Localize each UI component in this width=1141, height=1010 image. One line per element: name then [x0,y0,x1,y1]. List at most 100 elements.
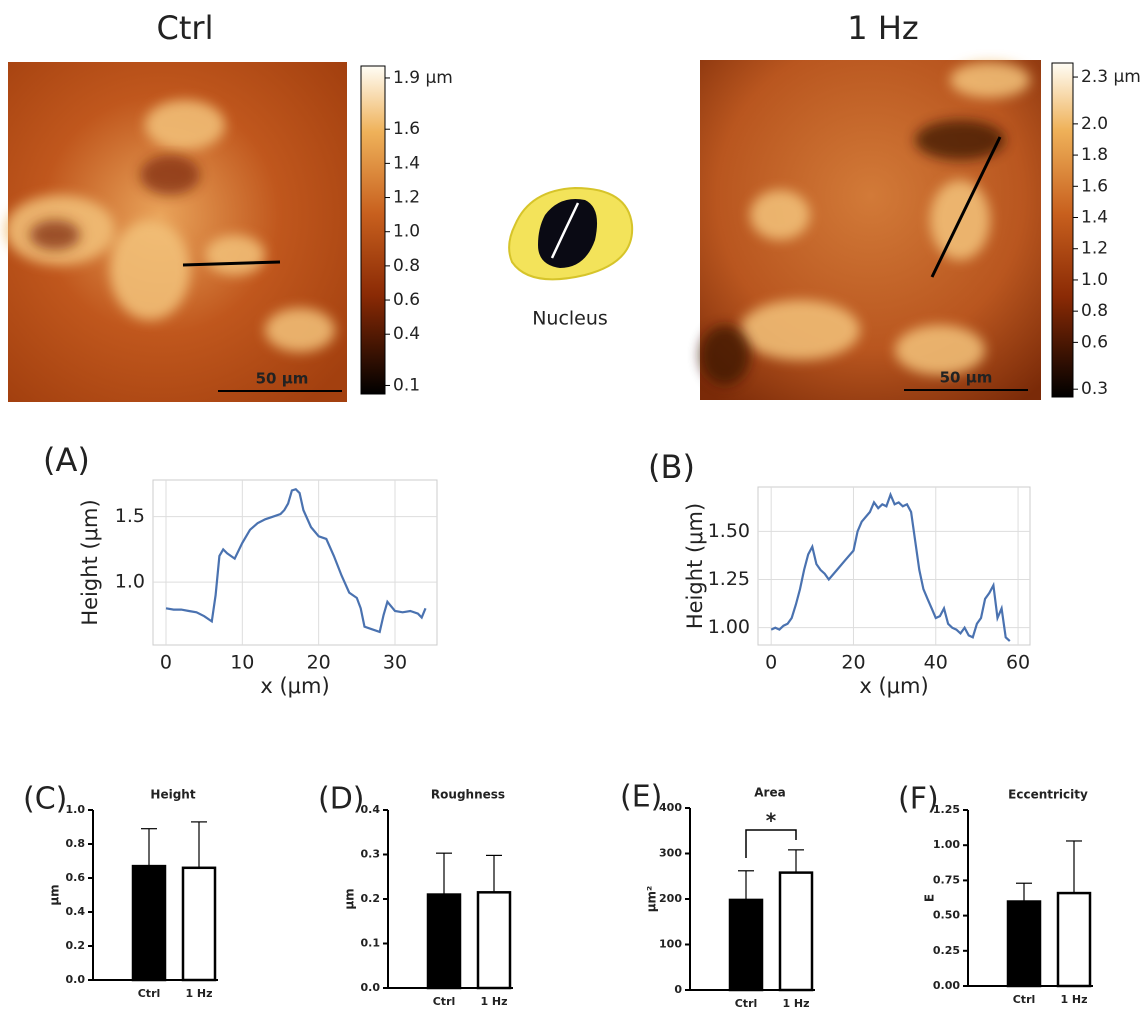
nucleus-icon [508,186,634,281]
plot-frame [152,479,438,646]
nucleus-label: Nucleus [532,308,608,330]
y-tick-label: 0.6 [66,871,86,884]
y-tick-label: 1.25 [708,568,750,590]
afm-image [5,62,347,402]
colorbar-tick-label: 1.4 [393,153,420,173]
plot-frame [757,486,1031,646]
bar [181,866,217,982]
y-tick-label: 1.50 [708,520,750,542]
colorbar-tick-label: 1.2 [1081,239,1108,259]
colorbar-tick-label: 1.6 [393,119,420,139]
x-tick-label: 1 Hz [185,987,212,1000]
x-tick-label: 40 [924,652,948,674]
colorbar [360,65,386,395]
colorbar-tick-label: 1.8 [1081,145,1108,165]
scale-bar-label: 50 μm [940,369,993,387]
colorbar-tick-label: 0.8 [1081,301,1108,321]
colorbar [1051,62,1074,398]
bar [1006,900,1042,988]
colorbar-tick-label: 1.2 [393,188,420,208]
colorbar-tick-label: 2.3 μm [1081,67,1141,87]
colorbar-tick-label: 0.6 [1081,332,1108,352]
y-axis-label: μm² [645,886,659,913]
significance-label: * [766,809,777,833]
y-tick-label: 0.2 [361,892,381,905]
y-axis-label: Height (μm) [78,499,102,625]
bar [778,871,814,992]
image-title: 1 Hz [847,9,918,47]
x-tick-label: Ctrl [138,987,161,1000]
x-tick-label: 10 [230,652,254,674]
y-axis-label: μm [48,884,62,905]
colorbar-tick-label: 0.3 [1081,379,1108,399]
colorbar-tick-label: 2.0 [1081,114,1108,134]
panel-label: (B) [648,448,695,486]
x-tick-label: Ctrl [1013,993,1036,1006]
scale-bar-label: 50 μm [256,370,309,388]
x-tick-label: 20 [307,652,331,674]
bar [476,891,512,990]
colorbar-tick-label: 0.4 [393,324,420,344]
y-axis-label: E [923,894,937,902]
x-tick-label: Ctrl [735,997,758,1010]
x-tick-label: 0 [160,652,172,674]
panel-label: (F) [898,782,939,817]
colorbar-tick-label: 1.6 [1081,176,1108,196]
colorbar-tick-label: 0.6 [393,290,420,310]
x-tick-label: 1 Hz [480,995,507,1008]
colorbar-tick-label: 1.0 [393,222,420,242]
colorbar-tick-label: 0.1 [393,375,420,395]
image-title: Ctrl [157,9,214,47]
x-tick-label: Ctrl [433,995,456,1008]
data-line [770,491,1011,642]
colorbar-tick-label: 0.8 [393,256,420,276]
x-tick-label: 60 [1006,652,1030,674]
y-tick-label: 0.1 [361,937,381,950]
chart-title: Height [150,788,195,802]
y-tick-label: 1.00 [933,838,960,851]
x-tick-label: 20 [841,652,865,674]
colorbar-tick-label: 1.4 [1081,208,1108,228]
y-tick-label: 1.5 [115,505,145,527]
x-tick-label: 30 [383,652,407,674]
y-tick-label: 200 [659,892,682,905]
y-tick-label: 1.0 [66,803,86,816]
y-tick-label: 0.4 [361,803,381,816]
y-tick-label: 1.25 [933,803,960,816]
panel-label: (E) [620,780,662,815]
y-tick-label: 0.3 [361,848,381,861]
y-tick-label: 0.00 [933,979,960,992]
data-line [165,487,427,634]
y-tick-label: 100 [659,938,682,951]
panel-label: (D) [318,782,365,817]
colorbar-tick-label: 1.9 μm [393,68,453,88]
x-axis-label: x (μm) [859,674,928,698]
bar [131,864,167,982]
panel-label: (A) [43,441,90,479]
x-tick-label: 0 [765,652,777,674]
y-tick-label: 0.2 [66,939,86,952]
y-tick-label: 400 [659,801,682,814]
afm-image [700,60,1041,400]
bar [728,898,764,992]
y-tick-label: 0.0 [66,973,86,986]
y-tick-label: 1.0 [115,571,145,593]
y-tick-label: 0.4 [66,905,86,918]
chart-title: Roughness [431,788,505,802]
y-tick-label: 300 [659,847,682,860]
x-tick-label: 1 Hz [782,997,809,1010]
chart-title: Area [754,786,785,800]
x-axis-label: x (μm) [260,674,329,698]
bar [426,893,462,990]
y-tick-label: 0.50 [933,909,960,922]
y-tick-label: 0 [674,983,682,996]
chart-title: Eccentricity [1008,788,1088,802]
significance-bracket [745,829,797,858]
panel-label: (C) [23,782,67,817]
y-tick-label: 0.25 [933,944,960,957]
colorbar-tick-label: 1.0 [1081,270,1108,290]
y-axis-label: Height (μm) [683,503,707,629]
x-tick-label: 1 Hz [1060,993,1087,1006]
y-tick-label: 0.8 [66,837,86,850]
y-tick-label: 1.00 [708,616,750,638]
